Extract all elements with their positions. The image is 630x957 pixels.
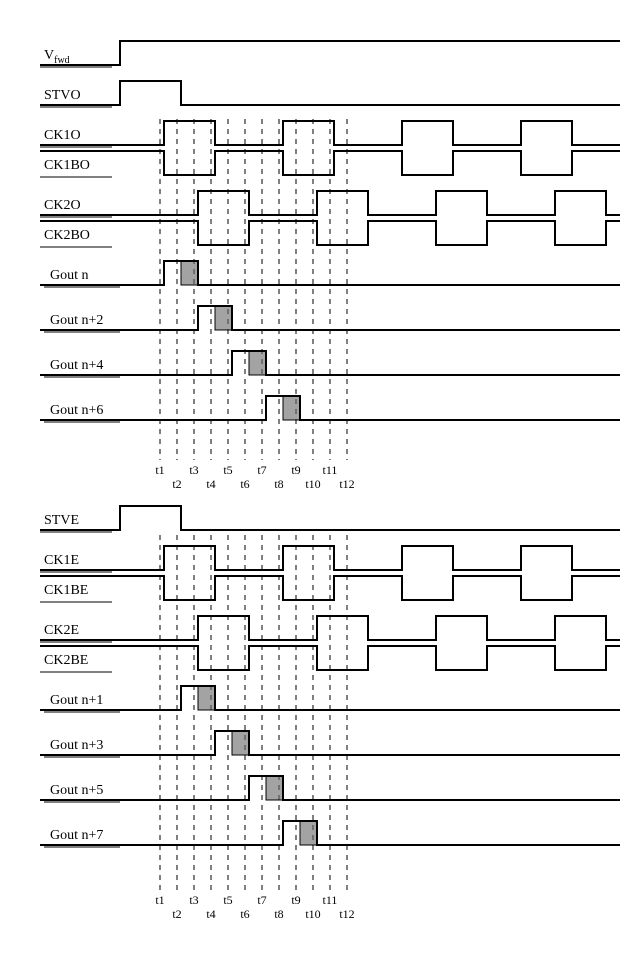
signal-label: Gout n+2 xyxy=(50,313,103,328)
time-label: t5 xyxy=(223,893,232,907)
gout-shaded-region xyxy=(181,261,198,285)
time-label: t10 xyxy=(305,477,320,491)
time-label: t7 xyxy=(257,893,266,907)
gout-shaded-region xyxy=(300,821,317,845)
signal-label: CK2BE xyxy=(44,653,88,668)
signal-label: STVE xyxy=(44,513,79,528)
gout-shaded-region xyxy=(283,396,300,420)
time-label: t1 xyxy=(155,463,164,477)
signal-label: CK2O xyxy=(44,198,81,213)
time-label: t12 xyxy=(339,907,354,921)
gout-shaded-region xyxy=(198,686,215,710)
waveform xyxy=(40,731,620,755)
time-label: t9 xyxy=(291,463,300,477)
time-label: t8 xyxy=(274,907,283,921)
time-label: t3 xyxy=(189,893,198,907)
time-label: t4 xyxy=(206,477,215,491)
signal-label: Vfwd xyxy=(44,48,70,66)
gout-shaded-region xyxy=(232,731,249,755)
time-label: t7 xyxy=(257,463,266,477)
waveform xyxy=(40,81,620,105)
signal-stve: STVE xyxy=(40,506,620,532)
signal-label: Gout n+5 xyxy=(50,783,103,798)
time-label: t4 xyxy=(206,907,215,921)
signal-label: CK1BE xyxy=(44,583,88,598)
time-label: t2 xyxy=(172,477,181,491)
time-label: t11 xyxy=(323,893,338,907)
waveform xyxy=(40,41,620,65)
signal-label: CK1E xyxy=(44,553,79,568)
signal-gout-n7: Gout n+7 xyxy=(40,821,620,847)
gout-shaded-region xyxy=(266,776,283,800)
time-label: t2 xyxy=(172,907,181,921)
signal-label: CK2E xyxy=(44,623,79,638)
time-label: t1 xyxy=(155,893,164,907)
gout-shaded-region xyxy=(215,306,232,330)
time-label: t9 xyxy=(291,893,300,907)
time-label: t6 xyxy=(240,477,249,491)
signal-stvo: STVO xyxy=(40,81,620,107)
signal-label: CK1O xyxy=(44,128,81,143)
signal-label: Gout n+7 xyxy=(50,828,103,843)
time-label: t11 xyxy=(323,463,338,477)
waveform xyxy=(40,506,620,530)
gout-shaded-region xyxy=(249,351,266,375)
time-label: t5 xyxy=(223,463,232,477)
signal-vfwd: Vfwd xyxy=(40,41,620,67)
signal-label: CK1BO xyxy=(44,158,90,173)
signal-label: STVO xyxy=(44,88,81,103)
timing-diagram: Vfwd STVO CK1O CK1BO CK2O CK2BO Gout n Gout n+2… xyxy=(20,20,630,937)
signal-label: Gout n+4 xyxy=(50,358,103,373)
signal-label: CK2BO xyxy=(44,228,90,243)
waveform xyxy=(40,821,620,845)
signal-label: Gout n+3 xyxy=(50,738,103,753)
signal-gout-n3: Gout n+3 xyxy=(40,731,620,757)
signal-label: Gout n+6 xyxy=(50,403,103,418)
time-label: t12 xyxy=(339,477,354,491)
time-label: t10 xyxy=(305,907,320,921)
time-label: t6 xyxy=(240,907,249,921)
signal-label: Gout n+1 xyxy=(50,693,103,708)
time-label: t3 xyxy=(189,463,198,477)
time-label: t8 xyxy=(274,477,283,491)
signal-label: Gout n xyxy=(50,268,89,283)
